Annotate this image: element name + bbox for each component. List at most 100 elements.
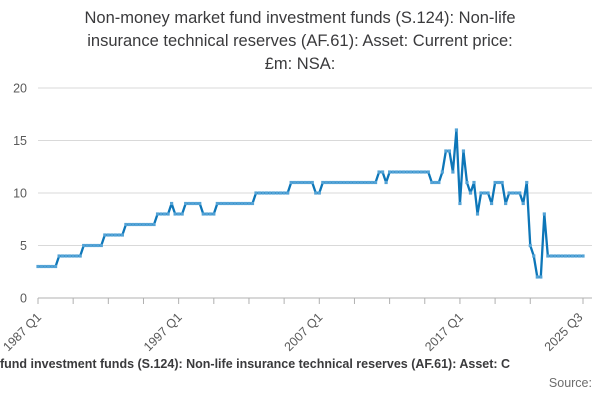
data-point (243, 201, 248, 206)
data-point (300, 180, 304, 185)
data-point (331, 180, 335, 185)
data-point (574, 254, 578, 258)
data-point (271, 191, 276, 195)
data-point (532, 254, 536, 258)
data-point (321, 180, 325, 185)
data-point (78, 254, 82, 258)
data-point (303, 180, 307, 185)
data-point (127, 222, 132, 227)
data-point (402, 170, 406, 174)
footer-source-label: Source: (548, 376, 592, 390)
data-point (117, 233, 121, 237)
y-axis-tick-label: 10 (13, 187, 27, 201)
data-point (275, 191, 279, 195)
data-point (205, 212, 209, 216)
y-axis-tick-label: 20 (13, 82, 27, 96)
data-point (177, 212, 181, 216)
data-point (472, 180, 476, 185)
y-axis-tick-label: 5 (20, 239, 27, 253)
data-point (307, 180, 311, 185)
data-point (39, 264, 44, 269)
data-point (46, 264, 51, 269)
data-point (370, 180, 374, 185)
data-point (356, 180, 360, 185)
data-point (359, 180, 364, 185)
data-point (96, 243, 100, 248)
data-point (155, 212, 160, 216)
data-point (99, 243, 103, 248)
data-point (437, 180, 441, 185)
data-point (82, 243, 86, 248)
data-point (377, 170, 381, 174)
y-axis-tick-label: 15 (13, 134, 27, 148)
data-point (546, 254, 550, 258)
data-point (145, 222, 149, 227)
data-point (222, 201, 226, 206)
data-point (279, 191, 283, 195)
data-point (570, 254, 575, 258)
data-point (215, 201, 219, 206)
data-point (240, 201, 244, 206)
data-point (430, 180, 434, 185)
data-point (423, 170, 427, 174)
data-point (282, 191, 286, 195)
data-point (166, 212, 170, 216)
x-axis-tick-label: 1987 Q1 (0, 310, 44, 354)
data-point (254, 191, 258, 195)
timeseries-chart: 0 5 10 15 20 1987 Q1 1997 Q1 2007 Q1 2017 Q1 2025… (0, 82, 592, 354)
data-point (528, 243, 532, 248)
data-point (542, 212, 546, 216)
data-point (92, 243, 96, 248)
data-point (507, 191, 511, 195)
data-point (208, 212, 212, 216)
data-point (556, 254, 560, 258)
data-point (482, 191, 487, 195)
data-point (373, 180, 378, 185)
data-point (468, 191, 473, 195)
data-point (75, 254, 79, 258)
data-point (159, 212, 163, 216)
data-point (433, 180, 437, 185)
data-point (342, 180, 346, 185)
data-point (310, 180, 314, 185)
data-point (416, 170, 420, 174)
data-point (296, 180, 300, 185)
y-axis-tick-label: 0 (20, 292, 27, 306)
data-point (198, 201, 202, 206)
data-point (106, 233, 110, 237)
data-point (458, 201, 462, 206)
chart-title: Non-money market fund investment funds (… (40, 7, 560, 76)
chart-title-line-3: £m: NSA: (264, 55, 336, 73)
data-point (345, 180, 350, 185)
data-point (141, 222, 146, 227)
data-point (138, 222, 142, 227)
data-point (170, 201, 174, 206)
data-point (226, 201, 230, 206)
data-point (250, 201, 255, 206)
data-point (444, 149, 448, 153)
data-point (567, 254, 571, 258)
data-point (57, 254, 61, 258)
data-point (395, 170, 399, 174)
data-point (184, 201, 188, 206)
data-point (521, 201, 525, 206)
data-point (535, 275, 539, 279)
data-point (124, 222, 128, 227)
x-axis-tick-label: 2007 Q1 (282, 310, 326, 354)
data-point (440, 170, 444, 174)
data-point (293, 180, 297, 185)
data-point (173, 212, 177, 216)
data-point (335, 180, 339, 185)
data-point (194, 201, 198, 206)
data-point (134, 222, 139, 227)
data-point (120, 233, 124, 237)
data-point (560, 254, 564, 258)
data-point (187, 201, 191, 206)
data-point (53, 264, 58, 269)
data-point (539, 275, 543, 279)
data-point (451, 170, 455, 174)
data-point (553, 254, 557, 258)
data-point (398, 170, 402, 174)
data-point (131, 222, 135, 227)
data-point (110, 233, 114, 237)
